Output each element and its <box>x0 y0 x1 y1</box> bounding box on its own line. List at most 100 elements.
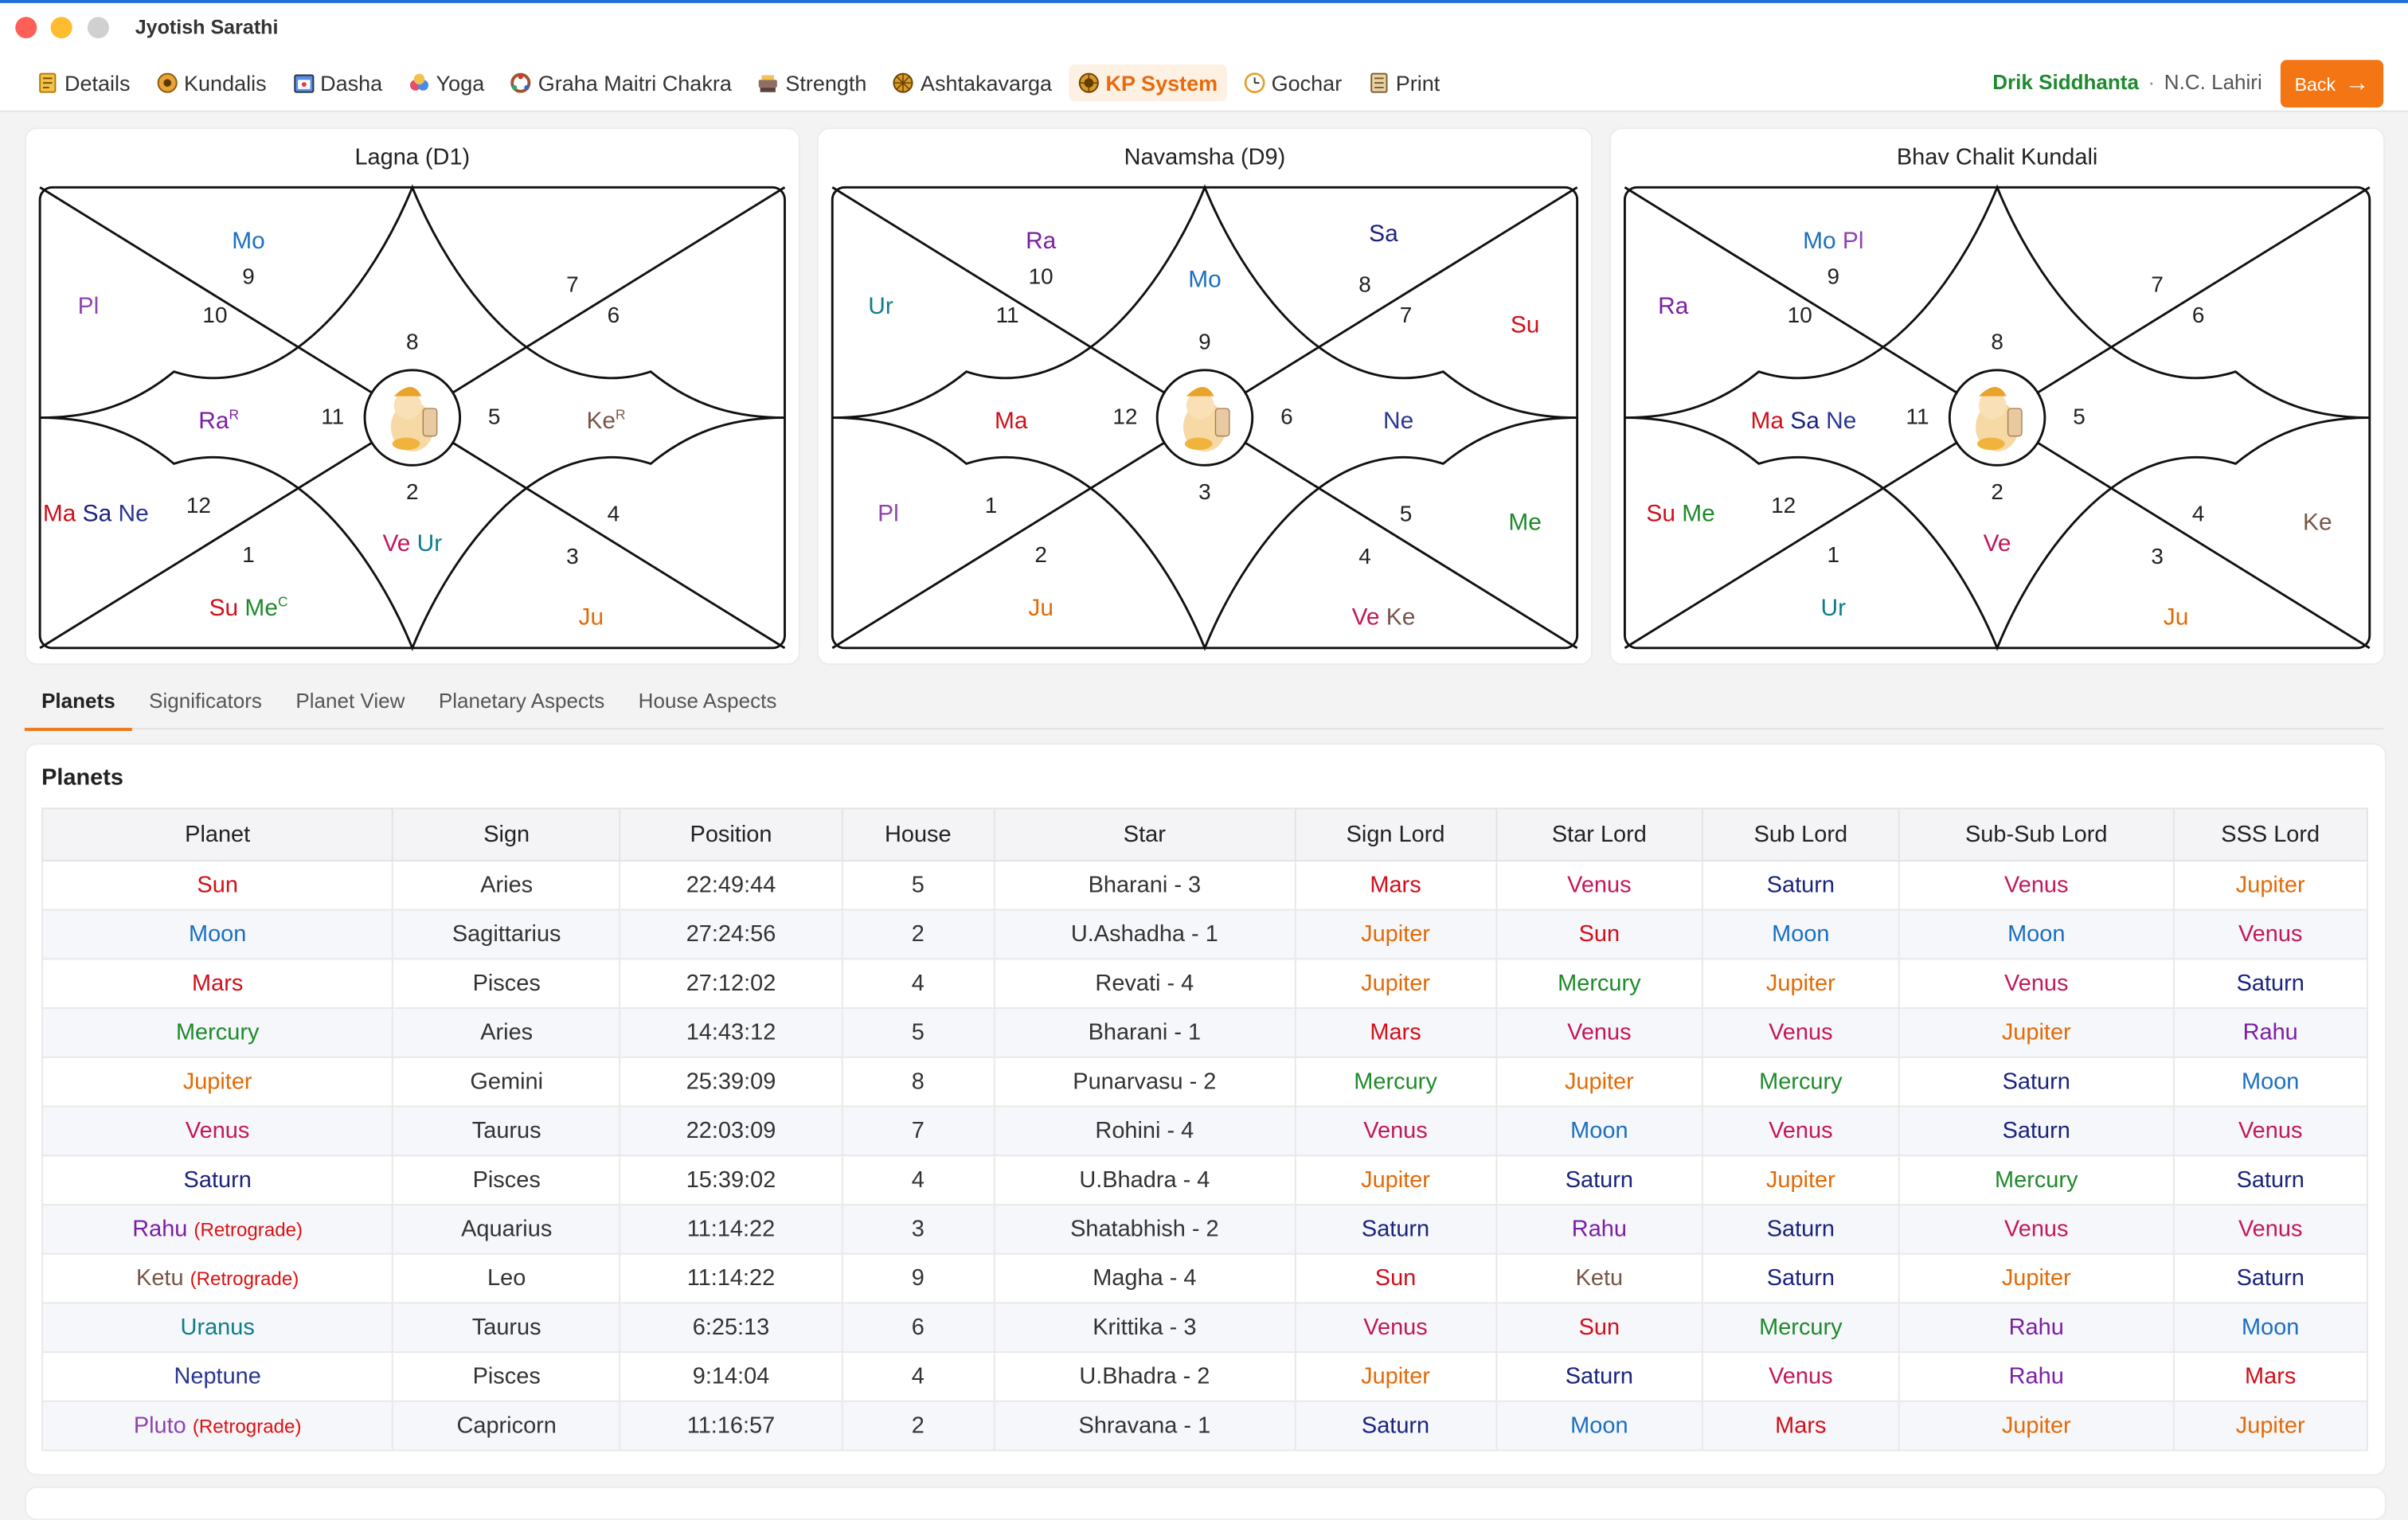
nav-item-dasha[interactable]: Dasha <box>283 64 392 101</box>
back-button-label: Back <box>2294 72 2336 95</box>
print-icon <box>1368 72 1390 94</box>
tab-planetary-aspects[interactable]: Planetary Aspects <box>438 689 605 713</box>
sub-sub-lord-cell: Rahu <box>1898 1302 2175 1354</box>
chart-card-bhav-chalit: Bhav Chalit Kundali 8 9 Mo Pl 10 Ra 11 Ma Sa N… <box>1609 127 2386 666</box>
nav-item-graha-maitri-chakra[interactable]: Graha Maitri Chakra <box>501 64 741 101</box>
star-lord-cell: Saturn <box>1495 1351 1703 1402</box>
zoom-window-button[interactable] <box>87 17 109 39</box>
sss-lord-cell: Venus <box>2172 1203 2368 1255</box>
kp-tabs: Planets Significators Planet View Planetary… <box>24 676 2384 731</box>
house-number: 7 <box>566 272 579 296</box>
nav-item-label: Yoga <box>436 70 485 96</box>
graha-maitri-icon <box>510 72 532 94</box>
planet-abbrev: Ur <box>1821 595 1847 621</box>
nav-item-strength[interactable]: Strength <box>749 64 876 101</box>
planet-cell: Rahu (Retrograde) <box>41 1203 394 1255</box>
arrow-right-icon: → <box>2344 69 2370 96</box>
planet-abbrev: Ju <box>579 604 604 631</box>
nav-item-label: KP System <box>1105 70 1218 96</box>
sign-cell: Taurus <box>392 1302 622 1354</box>
sub-sub-lord-cell: Jupiter <box>1898 1252 2175 1304</box>
planet-name: Rahu <box>132 1216 188 1243</box>
sub-lord-cell: Mars <box>1701 1400 1900 1452</box>
nav-item-label: Kundalis <box>184 70 267 96</box>
planet-name: Mercury <box>175 1019 260 1046</box>
bhav-chalit-chart: 8 9 Mo Pl 10 Ra 11 Ma Sa Ne 12 Su Me 1 Ur 2 Ve 3 Ju 4 Ke… <box>1623 184 2371 651</box>
house-number: 9 <box>242 264 255 289</box>
house-cell: 2 <box>840 1400 995 1452</box>
house-cell: 3 <box>840 1203 995 1255</box>
nav-item-print[interactable]: Print <box>1358 64 1448 101</box>
planet-name: Ketu <box>136 1265 184 1291</box>
planet-name: Saturn <box>183 1166 252 1194</box>
sign-cell: Aries <box>392 859 622 911</box>
star-lord-cell: Mercury <box>1495 958 1703 1010</box>
nav-item-kp-system[interactable]: KP System <box>1069 64 1227 102</box>
nav-item-kundalis[interactable]: Kundalis <box>147 64 276 101</box>
position-cell: 27:12:02 <box>620 958 842 1010</box>
house-number: 6 <box>608 303 620 327</box>
planets-table: Planet Sign Position House Star Sign Lord Star… <box>41 807 2368 1452</box>
planet-cell: Pluto (Retrograde) <box>41 1400 394 1452</box>
sub-sub-lord-cell: Jupiter <box>1898 1400 2175 1452</box>
sub-sub-lord-cell: Rahu <box>1898 1351 2175 1402</box>
planet-abbrev: Ma <box>995 408 1028 434</box>
sign-lord-cell: Sun <box>1294 1252 1497 1304</box>
planet-abbrev: Ma <box>43 501 76 527</box>
nav-item-label: Graha Maitri Chakra <box>538 70 732 96</box>
minimize-window-button[interactable] <box>50 17 72 39</box>
chart-title: Navamsha (D9) <box>1124 144 1286 171</box>
house-planets: Me <box>1508 510 1542 536</box>
sub-lord-cell: Jupiter <box>1701 1155 1900 1205</box>
house-planets: KeR <box>586 407 625 435</box>
planet-abbrev: Me <box>1675 501 1715 527</box>
star-lord-cell: Venus <box>1495 859 1703 911</box>
planet-abbrev: Ke <box>1379 604 1415 631</box>
tab-planet-view[interactable]: Planet View <box>295 689 405 713</box>
planet-name: Uranus <box>180 1314 255 1341</box>
planet-name: Sun <box>197 872 238 899</box>
nav-item-gochar[interactable]: Gochar <box>1234 64 1351 101</box>
nav-item-ashtakavarga[interactable]: Ashtakavarga <box>884 64 1061 101</box>
house-number: 7 <box>2151 272 2164 296</box>
planet-abbrev: Su <box>1511 311 1540 338</box>
close-window-button[interactable] <box>15 17 37 39</box>
position-cell: 14:43:12 <box>620 1007 842 1058</box>
sign-lord-cell: Jupiter <box>1294 1155 1497 1205</box>
tab-significators[interactable]: Significators <box>149 689 262 713</box>
planet-cell: Jupiter <box>41 1056 394 1108</box>
nav-item-details[interactable]: Details <box>28 64 139 101</box>
tab-house-aspects[interactable]: House Aspects <box>638 689 777 713</box>
house-number: 12 <box>186 493 211 518</box>
column-header: Sign Lord <box>1294 807 1497 862</box>
sign-cell: Gemini <box>392 1056 622 1108</box>
table-row: Rahu (Retrograde) Aquarius 11:14:22 3 Shatab… <box>41 1203 2368 1255</box>
tab-planets[interactable]: Planets <box>24 676 132 731</box>
nav-item-label: Details <box>64 70 131 96</box>
sub-lord-cell: Saturn <box>1701 1252 1900 1304</box>
back-button[interactable]: Back → <box>2280 60 2384 107</box>
planet-abbrev: Ne <box>111 501 149 527</box>
star-lord-cell: Saturn <box>1495 1155 1703 1205</box>
star-cell: Bharani - 1 <box>993 1007 1296 1058</box>
top-accent-stripe <box>0 0 2408 3</box>
table-row: Mars Pisces 27:12:02 4 Revati - 4 Jupiter Merc… <box>41 958 2368 1010</box>
sign-cell: Leo <box>392 1252 622 1304</box>
sub-lord-cell: Venus <box>1701 1007 1900 1058</box>
sign-lord-cell: Mars <box>1294 1007 1497 1058</box>
sub-sub-lord-cell: Saturn <box>1898 1105 2175 1157</box>
star-cell: Krittika - 3 <box>993 1302 1296 1354</box>
sss-lord-cell: Saturn <box>2172 958 2368 1010</box>
column-header: House <box>840 807 995 862</box>
nav-item-yoga[interactable]: Yoga <box>399 64 493 101</box>
column-header: SSS Lord <box>2172 807 2368 862</box>
house-number: 1 <box>242 542 255 567</box>
column-header: Star <box>993 807 1296 862</box>
ayanamsa-label: N.C. Lahiri <box>2164 70 2262 94</box>
star-cell: Bharani - 3 <box>993 859 1296 911</box>
planets-panel: Planets Planet Sign Position House Star Sign … <box>24 743 2386 1476</box>
table-row: Saturn Pisces 15:39:02 4 U.Bhadra - 4 Jupiter… <box>41 1155 2368 1205</box>
sign-cell: Pisces <box>392 958 622 1010</box>
